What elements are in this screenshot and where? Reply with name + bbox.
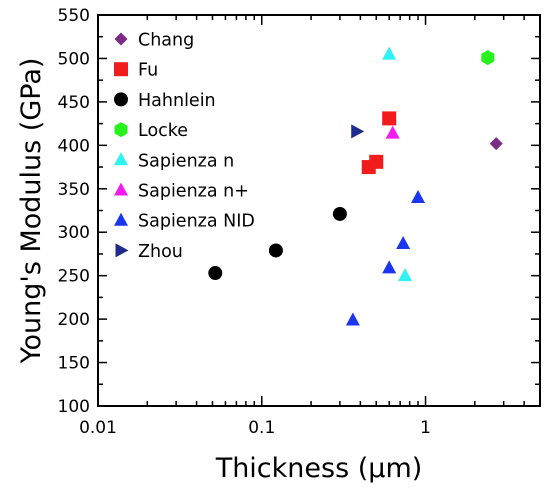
data-point-hahnlein: [268, 243, 283, 258]
data-point-fu: [382, 111, 397, 126]
data-point-locke: [481, 50, 495, 66]
data-point-fu: [369, 154, 384, 169]
legend-label-sapienza-nid: Sapienza NID: [138, 212, 255, 232]
y-axis-title: Young's Modulus (GPa): [16, 58, 47, 365]
x-tick-label: 0.01: [79, 418, 117, 438]
legend-label-sapienza-n-plus: Sapienza n+: [138, 182, 249, 202]
legend-marker-sapienza-nid: [114, 212, 128, 226]
data-point-hahnlein: [332, 206, 347, 221]
legend: Chang Fu Hahnlein Locke Sapienza n Sapienza n…: [114, 31, 255, 262]
plot-frame: [97, 14, 541, 407]
y-tick-label: 200: [58, 310, 90, 330]
y-tick-label: 300: [58, 223, 90, 243]
data-point-sapienza-nid: [345, 312, 360, 326]
legend-marker-zhou: [115, 243, 129, 258]
legend-label-chang: Chang: [138, 31, 194, 51]
data-point-sapienza-nid: [396, 236, 411, 250]
data-point-sapienza-n: [398, 268, 413, 282]
x-tick-label: 0.1: [248, 418, 275, 438]
y-tick-label: 400: [58, 136, 90, 156]
y-tick-label: 100: [58, 397, 90, 417]
data-point-sapienza-nid: [382, 260, 397, 274]
x-tick-label: 1: [420, 418, 431, 438]
data-point-sapienza-n-plus: [385, 125, 400, 139]
legend-label-hahnlein: Hahnlein: [138, 91, 216, 111]
x-axis-title: Thickness (μm): [215, 453, 423, 484]
data-point-sapienza-n: [382, 46, 397, 60]
legend-marker-sapienza-n-plus: [114, 182, 128, 196]
legend-marker-fu: [114, 62, 128, 77]
y-tick-label: 550: [58, 6, 90, 26]
data-point-sapienza-nid: [411, 189, 426, 203]
legend-label-locke: Locke: [138, 121, 188, 141]
legend-label-fu: Fu: [138, 61, 158, 81]
legend-label-zhou: Zhou: [138, 242, 183, 262]
data-point-chang: [489, 137, 503, 151]
y-tick-label: 150: [58, 354, 90, 374]
y-tick-label: 500: [58, 49, 90, 69]
data-point-hahnlein: [208, 266, 223, 281]
y-tick-label: 350: [58, 180, 90, 200]
data-point-zhou: [351, 124, 365, 139]
legend-label-sapienza-n: Sapienza n: [138, 151, 234, 171]
legend-marker-sapienza-n: [114, 152, 128, 166]
y-tick-label: 250: [58, 267, 90, 287]
legend-marker-chang: [114, 32, 128, 46]
legend-marker-hahnlein: [114, 92, 128, 107]
legend-marker-locke: [114, 122, 128, 138]
y-tick-label: 450: [58, 93, 90, 113]
